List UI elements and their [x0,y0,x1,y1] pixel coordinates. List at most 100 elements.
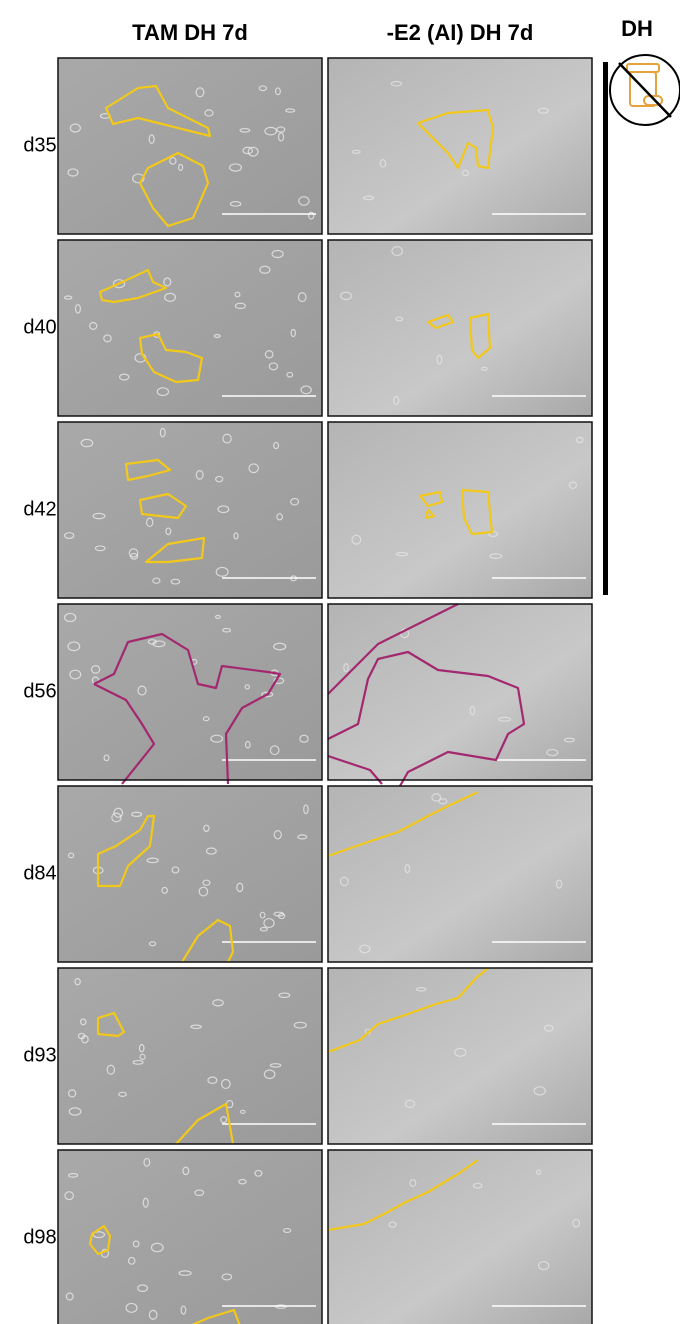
cell [229,201,242,207]
cell [285,108,296,113]
cell [204,109,214,117]
cell [259,911,266,919]
image [58,604,322,780]
cell [137,1284,149,1292]
cell [290,328,296,338]
cell [132,1059,144,1065]
cell [118,1091,127,1097]
cell [431,793,442,802]
cell [298,196,310,206]
cell [263,917,275,929]
cell [359,944,371,954]
cell [274,87,281,96]
cell [393,395,400,405]
outline [124,458,206,564]
cell [273,830,282,840]
micrograph [57,57,323,235]
cell [308,211,315,220]
cell [180,1305,187,1315]
cell [391,246,403,257]
cell [67,641,81,652]
cell [214,614,221,620]
cell [293,1021,307,1029]
cell [164,292,176,302]
cell [535,1169,542,1175]
cell [139,1053,146,1060]
cell [276,513,283,521]
outline [327,791,479,858]
micrograph [57,239,323,417]
cell [278,992,291,999]
cell [568,481,578,489]
cell [169,156,177,165]
micrograph [327,239,593,417]
cell [269,1063,282,1068]
cell [415,987,427,992]
cell [277,132,285,142]
cell [563,737,575,743]
image [58,968,322,1144]
cell [106,1064,116,1075]
cell [67,1172,79,1178]
cell [156,387,170,397]
outline [98,268,204,384]
image [328,1150,592,1324]
cell [148,134,155,144]
cell [74,977,81,986]
cell [222,627,232,633]
cell [94,545,106,552]
cell [92,1231,106,1239]
frame [57,1149,323,1324]
frame [57,603,323,781]
cell [404,864,411,874]
cell [213,333,221,339]
cell [261,691,274,698]
cell [210,734,224,743]
cell [533,1086,546,1096]
cell [273,642,287,651]
cell [462,169,469,177]
outline [426,312,492,360]
cell [264,126,278,136]
frame [57,57,323,235]
cell [469,705,476,716]
cell [390,80,403,87]
frame [327,1149,593,1324]
cell [273,441,280,450]
cell [247,146,259,157]
micrograph [327,603,593,787]
column-header: -E2 (AI) DH 7d [387,20,534,45]
cell [263,1069,276,1080]
cell [178,1270,192,1276]
cell [300,385,312,395]
cell [195,469,204,480]
frame [327,239,593,417]
row-label: d40 [23,316,56,338]
image [58,240,322,416]
row-label: d35 [23,134,56,156]
micrograph [57,603,323,785]
cell [147,639,157,645]
cell [269,745,280,756]
cell [111,812,122,823]
cell [290,497,300,506]
micrograph [327,785,593,963]
cell [203,824,210,832]
cell [128,548,139,558]
cell [161,886,169,894]
cell [202,879,211,886]
cell [286,371,294,378]
cell [248,463,259,474]
cell [182,1166,190,1176]
cell [481,366,488,371]
cell [537,107,549,114]
cell [259,265,271,274]
cell [170,578,181,585]
cell [472,1182,483,1189]
cell [395,316,404,322]
outline [327,1159,479,1232]
column-header: TAM DH 7d [132,20,248,45]
cell [268,362,279,371]
cell [276,126,286,133]
